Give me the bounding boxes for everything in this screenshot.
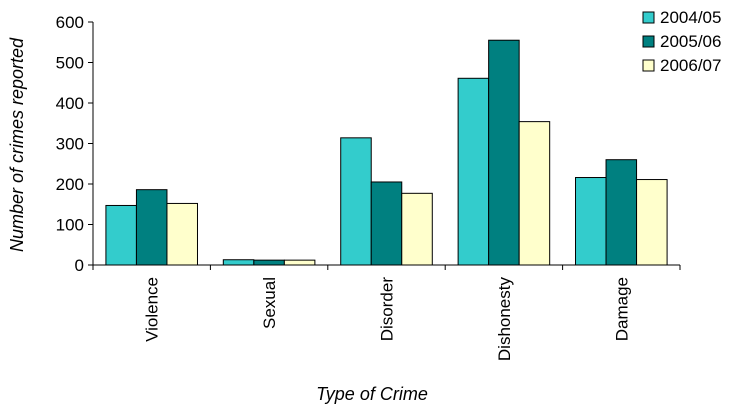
legend-swatch [642,35,655,48]
bar [283,259,316,266]
bars [105,39,668,266]
x-category-label: Violence [143,277,162,342]
y-tick-label: 500 [56,54,84,73]
y-axis-title: Number of crimes reported [7,37,27,252]
bar [605,159,638,266]
bar [253,259,285,266]
bar [222,259,255,266]
x-axis: Violence Sexual Disorder Dishonesty Damage [92,264,681,362]
bar [636,179,668,266]
bar [340,137,372,266]
y-tick-label: 400 [56,94,84,113]
bar [575,177,607,266]
legend-swatch [642,11,655,24]
bar [135,189,168,266]
bar [166,202,198,266]
x-category-label: Sexual [260,277,279,329]
y-axis: 0 100 200 300 400 500 600 [56,13,94,275]
x-axis-title: Type of Crime [316,384,428,404]
bar [457,77,490,266]
y-tick-label: 100 [56,216,84,235]
x-category-label: Disorder [378,277,397,342]
bar [105,204,137,266]
y-tick-label: 600 [56,13,84,32]
legend-label: 2005/06 [660,32,721,51]
bar [518,121,551,266]
legend-swatch [642,59,655,72]
legend-label: 2006/07 [660,56,721,75]
legend: 2004/05 2005/06 2006/07 [642,8,721,75]
y-tick-label: 300 [56,135,84,154]
y-tick-label: 200 [56,175,84,194]
legend-label: 2004/05 [660,8,721,27]
x-category-label: Dishonesty [495,277,514,362]
bar [488,39,520,266]
y-tick-label: 0 [75,256,84,275]
bar [370,181,403,266]
bar [401,192,433,266]
x-category-label: Damage [612,277,631,341]
